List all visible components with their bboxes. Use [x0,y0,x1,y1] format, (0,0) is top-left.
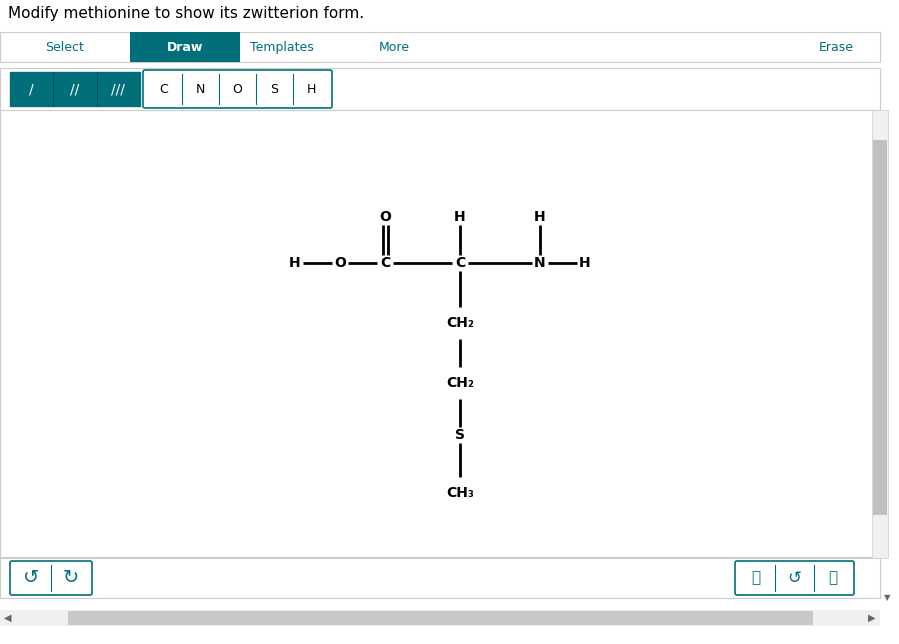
Text: ↻: ↻ [62,569,79,587]
Text: Draw: Draw [167,41,203,53]
Text: CH₂: CH₂ [446,316,474,330]
Text: Erase: Erase [818,41,853,53]
Text: C: C [380,256,390,270]
Text: CH₂: CH₂ [446,376,474,390]
Text: S: S [455,428,465,442]
Text: H: H [289,256,301,270]
Bar [130,32,240,62]
FancyBboxPatch shape [735,561,854,595]
Text: ↺: ↺ [788,569,801,587]
Bar [873,140,887,515]
Text: ↺: ↺ [23,569,40,587]
Text: O: O [334,256,346,270]
Text: H: H [454,210,466,224]
FancyBboxPatch shape [10,561,92,595]
Text: Select: Select [46,41,85,53]
Text: ▼: ▼ [884,594,890,603]
Text: Templates: Templates [250,41,314,53]
Text: H: H [307,82,316,95]
Text: N: N [534,256,546,270]
Text: More: More [378,41,410,53]
Text: N: N [196,82,205,95]
Bar [0,68,880,110]
Text: O: O [233,82,243,95]
Bar [0,610,880,626]
Text: 🔍: 🔍 [752,571,761,585]
Bar [10,72,140,106]
Bar [872,110,888,558]
Text: ///: /// [111,82,125,96]
Bar [0,558,880,598]
FancyBboxPatch shape [143,70,332,108]
Text: ▶: ▶ [868,613,876,623]
Text: /: / [30,82,34,96]
Bar [0,110,880,557]
Text: 🔍: 🔍 [828,571,837,585]
Text: S: S [271,82,279,95]
Text: C: C [159,82,168,95]
Bar [68,611,813,625]
Bar [0,32,880,62]
Text: CH₃: CH₃ [446,486,474,500]
Text: H: H [534,210,546,224]
Text: ◀: ◀ [4,613,12,623]
Text: C: C [455,256,465,270]
Text: O: O [379,210,391,224]
Text: //: // [70,82,80,96]
Text: H: H [579,256,591,270]
Text: Modify methionine to show its zwitterion form.: Modify methionine to show its zwitterion… [8,6,364,21]
